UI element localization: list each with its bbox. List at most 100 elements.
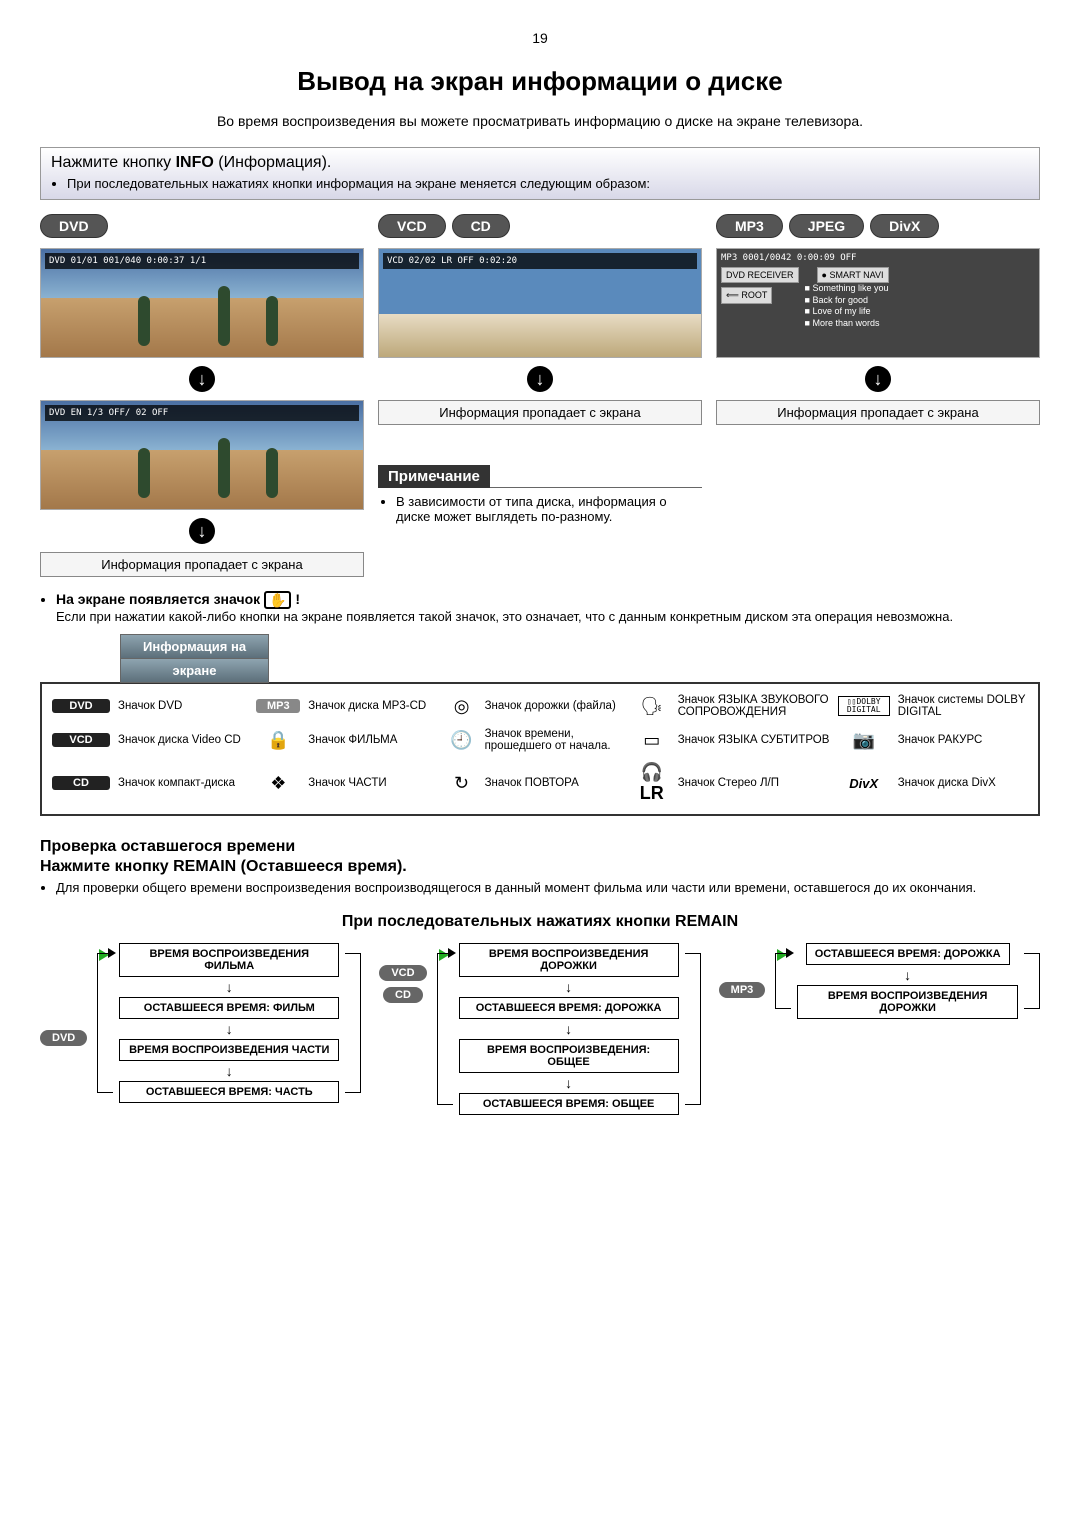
badge-cd: CD bbox=[52, 776, 110, 790]
info-gone-vcd: Информация пропадает с экрана bbox=[378, 400, 702, 425]
audio-lang-icon: 🗣 bbox=[634, 696, 670, 717]
disc-pill-dvd: DVD bbox=[40, 1030, 87, 1046]
flow-node: ОСТАВШЕЕСЯ ВРЕМЯ: ФИЛЬМ bbox=[119, 997, 339, 1019]
warn-text-body: Если при нажатии какой-либо кнопки на эк… bbox=[56, 609, 953, 624]
warn-text-a: На экране появляется значок bbox=[56, 591, 264, 607]
mp3-panel-smartnavi: ● SMART NAVI bbox=[817, 267, 889, 283]
page-title: Вывод на экран информации о диске bbox=[40, 66, 1040, 97]
pill-mp3: MP3 bbox=[716, 214, 783, 238]
disc-pill-mp3: MP3 bbox=[719, 982, 766, 998]
legend-text: Значок ПОВТОРА bbox=[485, 777, 626, 789]
legend-tab-1: Информация на bbox=[120, 634, 269, 659]
badge-vcd: VCD bbox=[52, 733, 110, 747]
legend-text: Значок дорожки (файла) bbox=[485, 700, 626, 712]
legend-tab-2: экране bbox=[120, 658, 269, 683]
flow-node: ОСТАВШЕЕСЯ ВРЕМЯ: ДОРОЖКА bbox=[459, 997, 679, 1019]
step-header: Нажмите кнопку INFO (Информация). При по… bbox=[40, 147, 1040, 200]
flow-node: ОСТАВШЕЕСЯ ВРЕМЯ: ЧАСТЬ bbox=[119, 1081, 339, 1103]
legend-text: Значок Стерео Л/П bbox=[678, 777, 830, 789]
remain-flowcharts: DVD ВРЕМЯ ВОСПРОИЗВЕДЕНИЯ ФИЛЬМА ↓ ОСТАВ… bbox=[40, 943, 1040, 1115]
mp3-shot: MP3 0001/0042 0:00:09 OFF DVD RECEIVER ⟸… bbox=[716, 248, 1040, 358]
repeat-icon: ↻ bbox=[447, 773, 477, 794]
step-bullet: При последовательных нажатиях кнопки инф… bbox=[67, 176, 1029, 191]
remain-bullet: Для проверки общего времени воспроизведе… bbox=[56, 880, 1040, 895]
remain-heading-b: Нажмите кнопку REMAIN (Оставшееся время)… bbox=[40, 858, 1040, 876]
dvd-shot-2: DVD EN 1/3 OFF/ 02 OFF bbox=[40, 400, 364, 510]
legend-text: Значок DVD bbox=[118, 700, 248, 712]
note-body: В зависимости от типа диска, информация … bbox=[378, 487, 702, 524]
badge-dvd: DVD bbox=[52, 699, 110, 713]
flow-vcd: ВРЕМЯ ВОСПРОИЗВЕДЕНИЯ ДОРОЖКИ ↓ ОСТАВШЕЕ… bbox=[437, 943, 701, 1115]
track-icon: ◎ bbox=[447, 696, 477, 717]
dolby-icon: ▯▯DOLBYDIGITAL bbox=[838, 696, 890, 716]
step-title-a: Нажмите кнопку bbox=[51, 154, 176, 171]
flow-dvd: ВРЕМЯ ВОСПРОИЗВЕДЕНИЯ ФИЛЬМА ↓ ОСТАВШЕЕС… bbox=[97, 943, 361, 1103]
flow-mp3: ОСТАВШЕЕСЯ ВРЕМЯ: ДОРОЖКА ↓ ВРЕМЯ ВОСПРО… bbox=[775, 943, 1040, 1019]
info-gone-dvd: Информация пропадает с экрана bbox=[40, 552, 364, 577]
disc-pill-cd: CD bbox=[383, 987, 423, 1003]
legend-text: Значок времени, прошедшего от начала. bbox=[485, 728, 626, 752]
osd-dvd2: DVD EN 1/3 OFF/ 02 OFF bbox=[45, 405, 359, 421]
flow-node: ВРЕМЯ ВОСПРОИЗВЕДЕНИЯ ЧАСТИ bbox=[119, 1039, 339, 1061]
note-title: Примечание bbox=[378, 465, 490, 488]
mp3-track-list: Something like you Back for good Love of… bbox=[805, 283, 889, 330]
divx-icon: DivX bbox=[838, 776, 890, 791]
vcd-shot: VCD 02/02 LR OFF 0:02:20 bbox=[378, 248, 702, 358]
legend-text: Значок компакт-диска bbox=[118, 777, 248, 789]
legend-text: Значок РАКУРС bbox=[898, 734, 1028, 746]
legend-text: Значок ЯЗЫКА ЗВУКОВОГО СОПРОВОЖДЕНИЯ bbox=[678, 694, 830, 718]
arrow-down-icon: ↓ bbox=[189, 518, 215, 544]
legend-text: Значок диска DivX bbox=[898, 777, 1028, 789]
flow-node: ВРЕМЯ ВОСПРОИЗВЕДЕНИЯ: ОБЩЕЕ bbox=[459, 1039, 679, 1073]
pill-vcd: VCD bbox=[378, 214, 446, 238]
mp3-panel-receiver: DVD RECEIVER bbox=[721, 267, 799, 283]
osd-dvd1: DVD 01/01 001/040 0:00:37 1/1 bbox=[45, 253, 359, 269]
flow-node: ВРЕМЯ ВОСПРОИЗВЕДЕНИЯ ФИЛЬМА bbox=[119, 943, 339, 977]
arrow-down-icon: ↓ bbox=[865, 366, 891, 392]
flow-node: ОСТАВШЕЕСЯ ВРЕМЯ: ДОРОЖКА bbox=[806, 943, 1010, 965]
title-icon: 🔒 bbox=[256, 730, 300, 751]
remain-desc: Для проверки общего времени воспроизведе… bbox=[40, 880, 1040, 895]
angle-icon: 📷 bbox=[838, 730, 890, 751]
arrow-down-small-icon: ↓ bbox=[226, 1021, 233, 1037]
col-vcd: VCD CD VCD 02/02 LR OFF 0:02:20 ↓ Информ… bbox=[378, 214, 702, 577]
flow-node: ВРЕМЯ ВОСПРОИЗВЕДЕНИЯ ДОРОЖКИ bbox=[459, 943, 679, 977]
time-icon: 🕘 bbox=[447, 730, 477, 751]
arrow-down-small-icon: ↓ bbox=[565, 1021, 572, 1037]
arrow-down-small-icon: ↓ bbox=[226, 1063, 233, 1079]
osd-vcd: VCD 02/02 LR OFF 0:02:20 bbox=[383, 253, 697, 269]
stereo-icon: 🎧 LR bbox=[634, 762, 670, 804]
intro-text: Во время воспроизведения вы можете просм… bbox=[40, 113, 1040, 129]
pill-jpeg: JPEG bbox=[789, 214, 864, 238]
note-bullet: В зависимости от типа диска, информация … bbox=[396, 494, 700, 524]
disc-pill-vcd: VCD bbox=[379, 965, 426, 981]
osd-mp3: MP3 0001/0042 0:00:09 OFF bbox=[721, 253, 1035, 263]
subtitle-icon: ▭ bbox=[634, 730, 670, 751]
remain-subheading: При последовательных нажатиях кнопки REM… bbox=[40, 913, 1040, 931]
dvd-shot-1: DVD 01/01 001/040 0:00:37 1/1 bbox=[40, 248, 364, 358]
arrow-down-icon: ↓ bbox=[189, 366, 215, 392]
flow-node: ВРЕМЯ ВОСПРОИЗВЕДЕНИЯ ДОРОЖКИ bbox=[797, 985, 1018, 1019]
legend: Информация на экране DVD Значок DVD MP3 … bbox=[40, 634, 1040, 816]
hand-icon: ✋ bbox=[264, 591, 291, 609]
page-number: 19 bbox=[40, 30, 1040, 46]
arrow-down-small-icon: ↓ bbox=[904, 967, 911, 983]
pill-dvd: DVD bbox=[40, 214, 108, 238]
col-dvd: DVD DVD 01/01 001/040 0:00:37 1/1 ↓ DVD … bbox=[40, 214, 364, 577]
legend-text: Значок ЯЗЫКА СУБТИТРОВ bbox=[678, 734, 830, 746]
mp3-panel-root: ⟸ ROOT bbox=[721, 287, 772, 304]
invalid-op-note: На экране появляется значок ✋ ! Если при… bbox=[40, 591, 1040, 624]
legend-text: Значок системы DOLBY DIGITAL bbox=[898, 694, 1028, 718]
remain-heading-a: Проверка оставшегося времени bbox=[40, 838, 1040, 856]
step-title-tail: (Информация). bbox=[214, 154, 332, 171]
legend-text: Значок диска MP3-CD bbox=[308, 700, 438, 712]
badge-mp3: MP3 bbox=[256, 699, 300, 713]
legend-grid: DVD Значок DVD MP3 Значок диска MP3-CD ◎… bbox=[52, 694, 1028, 804]
col-mp3: MP3 JPEG DivX MP3 0001/0042 0:00:09 OFF … bbox=[716, 214, 1040, 577]
pill-divx: DivX bbox=[870, 214, 939, 238]
legend-text: Значок ФИЛЬМА bbox=[308, 734, 438, 746]
legend-text: Значок ЧАСТИ bbox=[308, 777, 438, 789]
step-title-bold: INFO bbox=[176, 154, 214, 171]
info-gone-mp3: Информация пропадает с экрана bbox=[716, 400, 1040, 425]
pill-cd: CD bbox=[452, 214, 510, 238]
